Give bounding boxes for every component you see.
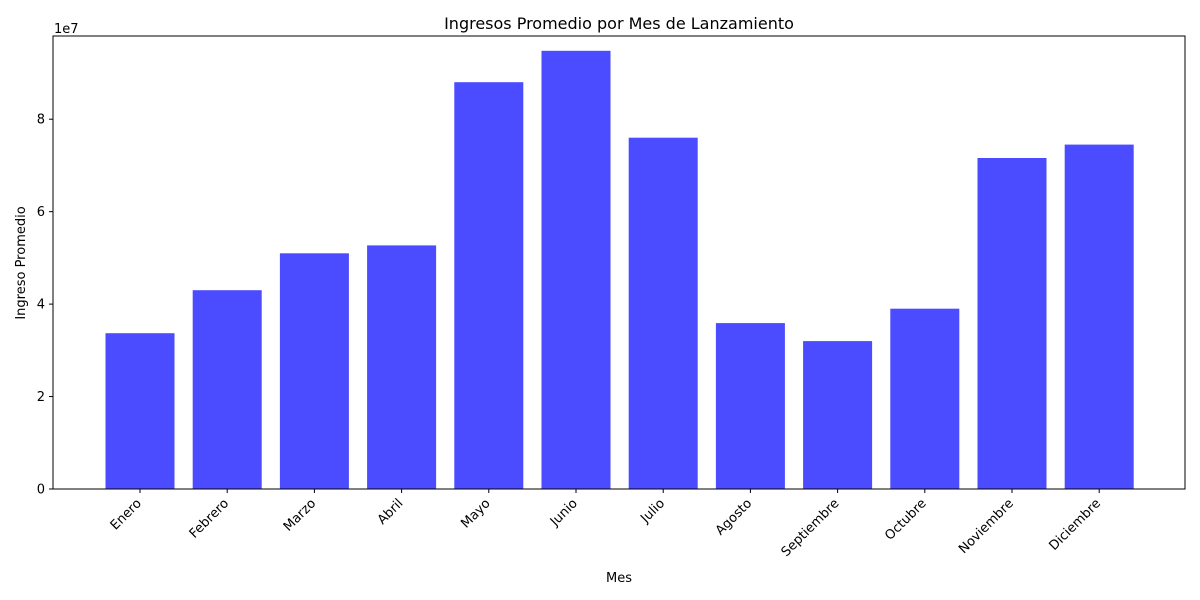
bar [105, 333, 175, 489]
x-tick-label: Octubre [882, 496, 929, 543]
bar [1064, 144, 1134, 489]
x-tick-label: Mayo [458, 496, 493, 531]
bar [715, 323, 785, 489]
bar [454, 82, 524, 489]
bar [192, 290, 262, 489]
x-tick-label: Enero [108, 496, 145, 533]
plot-frame [52, 35, 1186, 490]
y-tick-label: 8 [37, 113, 45, 128]
bar [977, 158, 1047, 489]
x-tick-label: Julio [637, 496, 668, 527]
x-tick-label: Septiembre [779, 496, 843, 560]
y-tick-label: 2 [37, 390, 45, 405]
bar [890, 308, 960, 489]
bar [279, 253, 349, 489]
x-tick-label: Diciembre [1046, 496, 1104, 554]
x-tick-label: Marzo [281, 496, 319, 534]
x-tick-label: Noviembre [956, 496, 1017, 557]
y-axis-ticks: 0 2 4 6 8 [37, 113, 53, 498]
x-axis-label: Mes [606, 571, 632, 586]
bars-group [105, 50, 1134, 490]
chart-title: Ingresos Promedio por Mes de Lanzamiento [444, 14, 794, 33]
y-tick-label: 6 [37, 205, 45, 220]
bar [541, 50, 611, 490]
bar [628, 137, 698, 489]
y-axis-label: Ingreso Promedio [14, 206, 29, 319]
y-axis-offset-label: 1e7 [54, 22, 79, 37]
x-tick-label: Agosto [713, 496, 755, 538]
bar [367, 245, 437, 489]
x-tick-label: Febrero [187, 496, 232, 541]
x-axis-ticks: Enero Febrero Marzo Abril Mayo Junio Julio Agos… [108, 489, 1104, 560]
x-tick-label: Abril [375, 496, 407, 528]
y-tick-label: 4 [37, 298, 45, 313]
bar [803, 341, 873, 489]
x-tick-label: Junio [547, 496, 581, 530]
y-tick-label: 0 [37, 483, 45, 498]
